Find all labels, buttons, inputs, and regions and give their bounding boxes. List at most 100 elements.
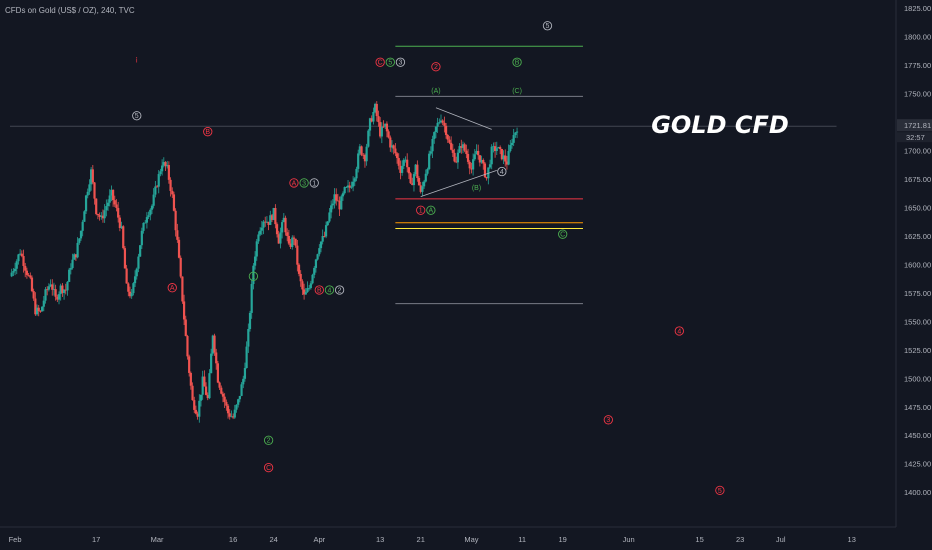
candle-body-245 bbox=[424, 173, 427, 182]
candle-body-48 bbox=[91, 169, 94, 183]
wave-label-26: 2 bbox=[263, 435, 274, 445]
candle-body-10 bbox=[27, 274, 30, 276]
wave-label-11: A bbox=[289, 178, 299, 188]
candle-body-94 bbox=[169, 179, 172, 191]
candle-body-140 bbox=[247, 328, 250, 347]
candle-body-207 bbox=[360, 146, 363, 155]
candle-body-163 bbox=[286, 232, 289, 236]
price-axis[interactable] bbox=[896, 0, 932, 550]
candle-body-219 bbox=[380, 126, 383, 137]
candle-body-218 bbox=[379, 122, 382, 137]
candle-body-274 bbox=[473, 154, 476, 160]
candle-body-210 bbox=[365, 146, 368, 162]
candle-body-68 bbox=[125, 268, 128, 284]
candle-body-189 bbox=[330, 205, 333, 213]
candle-body-1 bbox=[12, 271, 15, 273]
candle-body-215 bbox=[373, 103, 377, 112]
candle-body-266 bbox=[460, 146, 463, 148]
candle-body-170 bbox=[297, 264, 301, 274]
candle-body-146 bbox=[257, 234, 260, 242]
candle-body-232 bbox=[402, 159, 405, 166]
wave-text-12: 3 bbox=[302, 180, 306, 187]
candle-body-121 bbox=[215, 352, 218, 364]
candle-body-190 bbox=[331, 203, 334, 206]
wave-label-12: 3 bbox=[299, 178, 309, 188]
wave-circle-11 bbox=[289, 178, 299, 188]
triangle-upper-line bbox=[435, 107, 492, 130]
wave-label-13: 1 bbox=[309, 178, 319, 188]
wave-label-28: 5 bbox=[715, 485, 725, 496]
candle-body-172 bbox=[301, 281, 304, 290]
candle-body-57 bbox=[106, 202, 110, 207]
wave-text-15: (B) bbox=[472, 185, 481, 192]
candles bbox=[10, 101, 519, 423]
candle-body-52 bbox=[98, 215, 101, 217]
candle-body-78 bbox=[142, 222, 145, 231]
candle-body-275 bbox=[475, 150, 478, 155]
candle-body-197 bbox=[343, 187, 346, 194]
candle-body-79 bbox=[144, 222, 147, 224]
candle-body-116 bbox=[206, 394, 209, 399]
candle-body-277 bbox=[478, 155, 481, 163]
candle-body-20 bbox=[44, 289, 47, 301]
price-tick-14: 1475.00 bbox=[904, 403, 931, 412]
candle-body-242 bbox=[419, 185, 422, 192]
candle-body-128 bbox=[226, 405, 230, 414]
candle-body-66 bbox=[122, 226, 125, 249]
candle-body-63 bbox=[117, 207, 120, 218]
candle-body-23 bbox=[49, 284, 52, 287]
candle-body-294 bbox=[507, 151, 510, 165]
candle-body-95 bbox=[171, 190, 174, 195]
price-tick-1: 1800.00 bbox=[904, 33, 931, 42]
candle-body-284 bbox=[490, 146, 493, 165]
candle-body-193 bbox=[336, 200, 339, 202]
wave-circle-16 bbox=[416, 205, 426, 215]
candle-body-89 bbox=[161, 165, 164, 172]
wave-circle-18 bbox=[558, 229, 568, 239]
candle-body-2 bbox=[13, 268, 17, 272]
candle-body-54 bbox=[101, 215, 105, 219]
candle-body-288 bbox=[497, 147, 500, 149]
candle-body-6 bbox=[20, 253, 23, 257]
candle-body-278 bbox=[480, 159, 483, 163]
candle-body-226 bbox=[392, 145, 395, 149]
last-price-value: 1721.81 bbox=[904, 121, 931, 130]
candle-body-196 bbox=[341, 193, 345, 197]
wave-circle-21 bbox=[314, 285, 324, 295]
wave-text-28: 5 bbox=[718, 488, 722, 495]
wave-label-21: B bbox=[314, 285, 324, 295]
candle-body-76 bbox=[139, 245, 142, 257]
candle-body-15 bbox=[35, 307, 39, 315]
candle-body-21 bbox=[46, 289, 49, 291]
candle-body-175 bbox=[306, 288, 309, 293]
candle-body-212 bbox=[368, 118, 372, 131]
candle-body-169 bbox=[296, 245, 299, 265]
candle-body-120 bbox=[213, 335, 216, 353]
price-tick-15: 1450.00 bbox=[904, 431, 931, 440]
candle-body-269 bbox=[465, 150, 468, 154]
wave-label-6: B bbox=[512, 57, 522, 67]
candle-body-239 bbox=[414, 164, 417, 175]
candle-body-204 bbox=[355, 168, 358, 179]
candle-body-191 bbox=[333, 194, 336, 204]
candle-body-171 bbox=[299, 273, 302, 282]
candle-body-282 bbox=[487, 167, 490, 179]
candle-body-69 bbox=[127, 283, 130, 292]
candle-body-180 bbox=[314, 259, 318, 268]
candle-body-92 bbox=[166, 165, 169, 167]
candle-body-208 bbox=[362, 154, 365, 156]
candle-body-47 bbox=[90, 169, 93, 185]
wave-circle-22 bbox=[324, 285, 335, 295]
candle-body-249 bbox=[431, 138, 434, 152]
candle-body-130 bbox=[230, 416, 233, 418]
candle-body-73 bbox=[133, 276, 137, 284]
time-tick-2: Mar bbox=[151, 535, 164, 544]
candle-body-113 bbox=[201, 376, 204, 395]
wave-circle-25 bbox=[603, 415, 613, 425]
price-tick-0: 1825.00 bbox=[904, 4, 931, 13]
candle-body-17 bbox=[39, 311, 42, 312]
candle-body-223 bbox=[387, 131, 390, 138]
candle-body-236 bbox=[409, 173, 412, 184]
candle-body-11 bbox=[29, 275, 32, 278]
